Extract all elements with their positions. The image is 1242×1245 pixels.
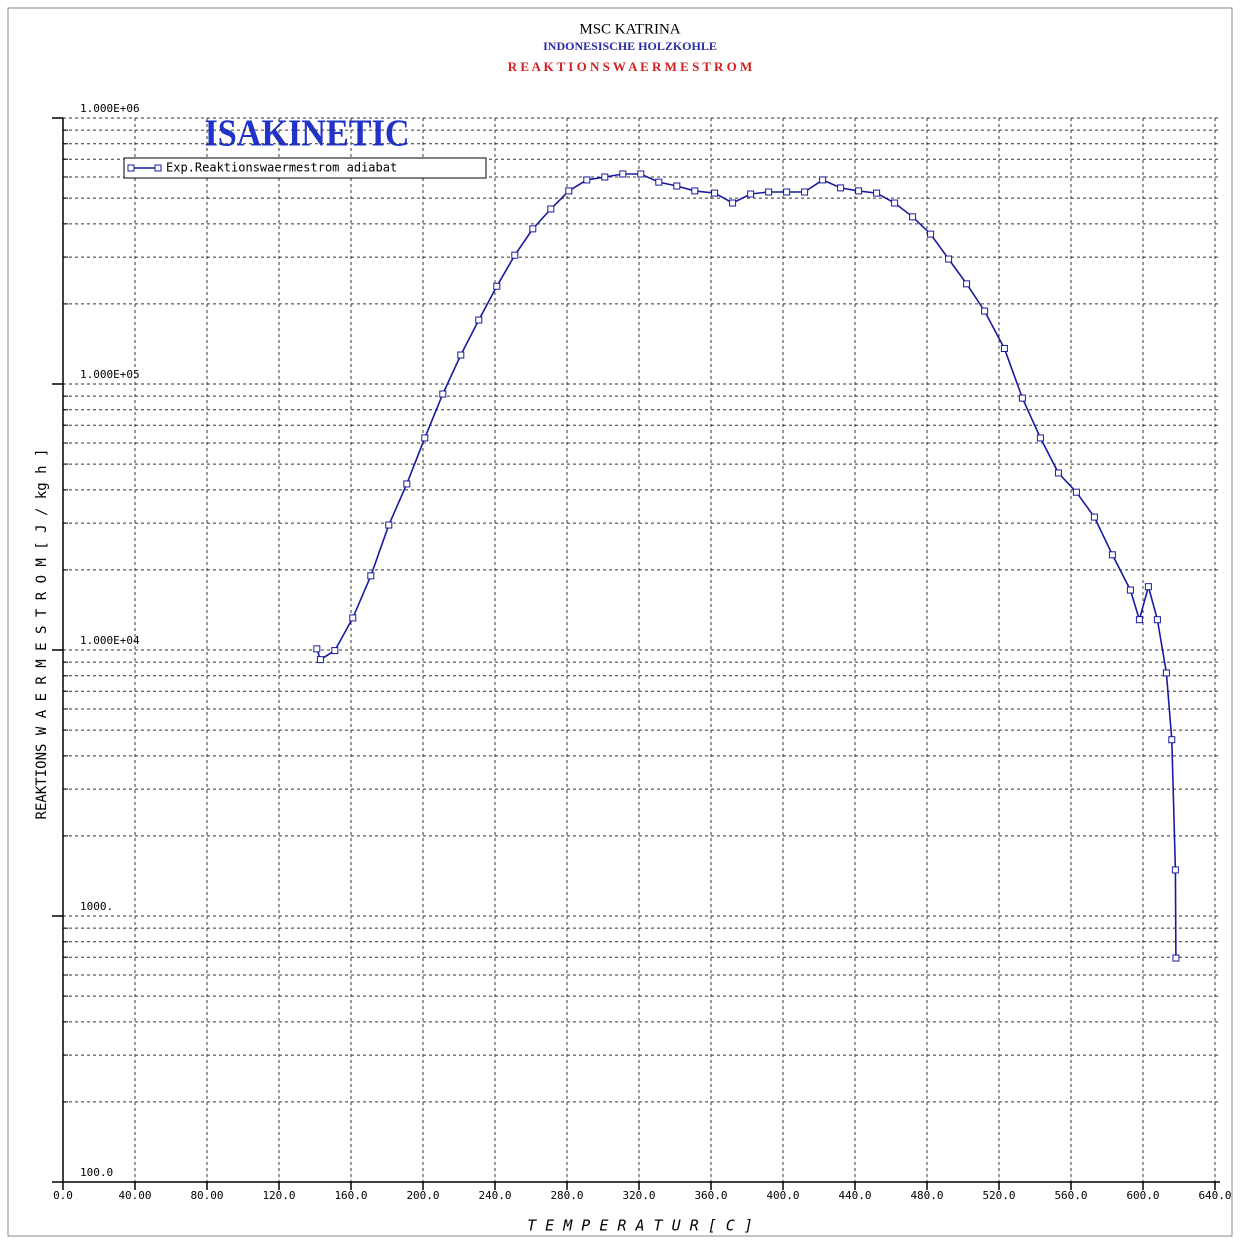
x-tick-label: 120.0 bbox=[262, 1189, 295, 1202]
point-marker bbox=[316, 656, 324, 664]
point-marker bbox=[873, 189, 881, 197]
chart-title: MSC KATRINA bbox=[579, 21, 680, 37]
point-marker bbox=[475, 316, 483, 324]
point-marker bbox=[655, 178, 663, 186]
point-marker bbox=[511, 251, 519, 259]
point-marker bbox=[385, 521, 393, 529]
point-marker bbox=[1054, 469, 1062, 477]
legend-label: Exp.Reaktionswaermestrom adiabat bbox=[166, 161, 397, 175]
point-marker bbox=[837, 184, 845, 192]
point-marker bbox=[747, 190, 755, 198]
point-marker bbox=[1171, 866, 1179, 874]
point-marker bbox=[1072, 488, 1080, 496]
x-axis-label: T E M P E R A T U R [ C ] bbox=[527, 1217, 753, 1235]
point-marker bbox=[1108, 551, 1116, 559]
point-marker bbox=[439, 390, 447, 398]
y-tick-label: 1000. bbox=[80, 900, 113, 913]
point-marker bbox=[421, 434, 429, 442]
point-marker bbox=[349, 614, 357, 622]
x-tick-label: 400.0 bbox=[766, 1189, 799, 1202]
point-marker bbox=[783, 188, 791, 196]
point-marker bbox=[891, 199, 899, 207]
series-line bbox=[316, 173, 1177, 959]
point-marker bbox=[1172, 954, 1180, 962]
y-tick-label: 1.000E+06 bbox=[80, 102, 140, 115]
x-tick-label: 40.00 bbox=[118, 1189, 151, 1202]
x-tick-label: 480.0 bbox=[910, 1189, 943, 1202]
point-marker bbox=[313, 645, 321, 653]
point-marker bbox=[1168, 736, 1176, 744]
x-tick-label: 440.0 bbox=[838, 1189, 871, 1202]
point-marker bbox=[529, 225, 537, 233]
point-marker bbox=[619, 170, 627, 178]
point-marker bbox=[1018, 394, 1026, 402]
point-marker bbox=[673, 182, 681, 190]
point-marker bbox=[403, 480, 411, 488]
chart-subtitle-2: R E A K T I O N S W A E R M E S T R O M bbox=[508, 59, 753, 74]
point-marker bbox=[493, 282, 501, 290]
point-marker bbox=[927, 230, 935, 238]
point-marker bbox=[331, 647, 339, 655]
x-tick-label: 600.0 bbox=[1126, 1189, 1159, 1202]
x-tick-label: 0.0 bbox=[53, 1189, 73, 1202]
point-marker bbox=[1036, 434, 1044, 442]
y-tick-label: 1.000E+05 bbox=[80, 368, 140, 381]
point-marker bbox=[583, 176, 591, 184]
x-tick-label: 200.0 bbox=[406, 1189, 439, 1202]
point-marker bbox=[601, 173, 609, 181]
legend-box bbox=[123, 157, 487, 179]
x-tick-label: 280.0 bbox=[550, 1189, 583, 1202]
point-marker bbox=[637, 170, 645, 178]
point-marker bbox=[981, 307, 989, 315]
x-tick-label: 360.0 bbox=[694, 1189, 727, 1202]
point-marker bbox=[1153, 616, 1161, 624]
x-tick-label: 240.0 bbox=[478, 1189, 511, 1202]
chart-subtitle: INDONESISCHE HOLZKOHLE bbox=[543, 39, 717, 53]
x-tick-label: 80.00 bbox=[190, 1189, 223, 1202]
point-marker bbox=[1000, 344, 1008, 352]
point-marker bbox=[691, 187, 699, 195]
x-tick-label: 320.0 bbox=[622, 1189, 655, 1202]
x-tick-label: 520.0 bbox=[982, 1189, 1015, 1202]
x-tick-label: 560.0 bbox=[1054, 1189, 1087, 1202]
point-marker bbox=[547, 205, 555, 213]
point-marker bbox=[801, 188, 809, 196]
point-marker bbox=[457, 351, 465, 359]
point-marker bbox=[1135, 616, 1143, 624]
x-tick-label: 160.0 bbox=[334, 1189, 367, 1202]
point-marker bbox=[1144, 583, 1152, 591]
point-marker bbox=[1090, 513, 1098, 521]
point-marker bbox=[909, 213, 917, 221]
legend-marker bbox=[127, 164, 135, 172]
frame bbox=[7, 7, 1233, 1237]
point-marker bbox=[819, 176, 827, 184]
point-marker bbox=[1162, 669, 1170, 677]
point-marker bbox=[1126, 586, 1134, 594]
y-axis-label: REAKTIONS W A E R M E S T R O M [ J / kg… bbox=[34, 449, 50, 820]
y-tick-label: 1.000E+04 bbox=[80, 634, 140, 647]
point-marker bbox=[565, 187, 573, 195]
point-marker bbox=[765, 188, 773, 196]
y-tick-label: 100.0 bbox=[80, 1166, 113, 1179]
legend-marker bbox=[154, 164, 162, 172]
point-marker bbox=[729, 199, 737, 207]
point-marker bbox=[711, 189, 719, 197]
point-marker bbox=[367, 572, 375, 580]
logo: ISAKINETIC bbox=[205, 113, 410, 155]
point-marker bbox=[945, 255, 953, 263]
point-marker bbox=[963, 280, 971, 288]
x-tick-label: 640.0 bbox=[1198, 1189, 1231, 1202]
point-marker bbox=[855, 187, 863, 195]
